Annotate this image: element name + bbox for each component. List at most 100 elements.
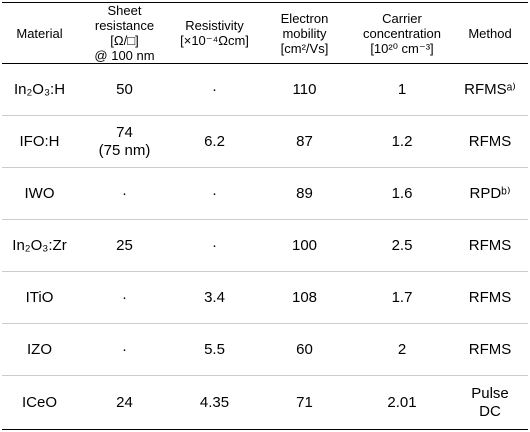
table-cell: 89 — [257, 167, 352, 220]
table-row: In₂O₃:H 50 · 110 1 RFMSᵃ⁾ — [2, 63, 528, 116]
table-cell: In₂O₃:H — [2, 63, 77, 116]
cell-line: 1.2 — [391, 132, 413, 150]
table-cell: · — [172, 219, 257, 272]
table-cell: 87 — [257, 115, 352, 168]
cell-line: · — [122, 288, 127, 306]
cell-line: 4.35 — [199, 393, 230, 411]
cell-line: 3.4 — [204, 288, 225, 306]
header-cell: Electron mobility [cm²/Vs] — [257, 2, 352, 64]
cell-line: · — [122, 340, 127, 358]
table-cell: RFMS — [452, 271, 528, 324]
cell-line: · — [212, 236, 217, 254]
table-cell: IZO — [2, 323, 77, 376]
cell-line: [10²⁰ cm⁻³] — [370, 40, 434, 56]
cell-line: 100 — [291, 236, 318, 254]
table-cell: 50 — [77, 63, 172, 116]
cell-line: · — [212, 184, 217, 202]
table-row: IWO · · 89 1.6 RPDᵇ⁾ — [2, 167, 528, 220]
cell-line: Resistivity — [185, 18, 244, 33]
cell-line: 2.01 — [387, 393, 417, 411]
cell-line: (75 nm) — [98, 141, 151, 159]
cell-line: resistance — [94, 18, 155, 33]
table-body: In₂O₃:H 50 · 110 1 RFMSᵃ⁾ IFO:H 74 (75 nm) 6.2 87 1… — [2, 63, 528, 430]
cell-line: IWO — [24, 184, 55, 202]
cell-line: ITiO — [25, 288, 54, 306]
cell-line: RFMS — [468, 132, 512, 150]
cell-line: In₂O₃:H — [13, 80, 66, 98]
cell-line: [Ω/□] — [110, 33, 139, 48]
cell-line: RFMS — [468, 340, 512, 358]
cell-line: Pulse — [471, 384, 509, 402]
table-cell: 6.2 — [172, 115, 257, 168]
table-cell: 110 — [257, 63, 352, 116]
table-cell: RFMSᵃ⁾ — [452, 63, 528, 116]
table-row: ITiO · 3.4 108 1.7 RFMS — [2, 271, 528, 324]
table-row: ICeO 24 4.35 71 2.01 Pulse DC — [2, 375, 528, 430]
cell-line: 110 — [292, 80, 317, 98]
cell-line: [cm²/Vs] — [280, 40, 329, 56]
table-cell: 5.5 — [172, 323, 257, 376]
cell-line: 1.7 — [391, 288, 413, 306]
cell-line: DC — [479, 402, 501, 420]
table-cell: RFMS — [452, 219, 528, 272]
cell-line: 1.6 — [391, 184, 413, 202]
cell-line: In₂O₃:Zr — [12, 236, 67, 254]
table-cell: 71 — [257, 375, 352, 430]
table-cell: ITiO — [2, 271, 77, 324]
cell-line: IZO — [27, 340, 52, 358]
table-cell: 24 — [77, 375, 172, 430]
cell-line: RFMS — [468, 288, 512, 306]
header-cell: Method — [452, 2, 528, 64]
cell-line: 74 — [116, 123, 133, 141]
cell-line: concentration — [362, 25, 442, 41]
header-cell: Resistivity [×10⁻⁴Ωcm] — [172, 2, 257, 64]
table-cell: 25 — [77, 219, 172, 272]
table-row: In₂O₃:Zr 25 · 100 2.5 RFMS — [2, 219, 528, 272]
cell-line: IFO:H — [19, 132, 60, 150]
cell-line: 87 — [296, 132, 313, 150]
table-cell: IFO:H — [2, 115, 77, 168]
cell-line: 6.2 — [204, 132, 225, 150]
cell-line: RPDᵇ⁾ — [469, 184, 511, 202]
table-cell: · — [172, 167, 257, 220]
header-row: Material Sheet resistance [Ω/□] @ 100 nm Resi… — [2, 2, 528, 64]
cell-line: 60 — [296, 340, 313, 358]
cell-line: · — [212, 80, 217, 98]
table-cell: 108 — [257, 271, 352, 324]
cell-line: 1 — [397, 80, 407, 98]
cell-line: [×10⁻⁴Ωcm] — [180, 33, 249, 48]
cell-line: 50 — [116, 80, 133, 98]
table-cell: 2 — [352, 323, 452, 376]
table-cell: 60 — [257, 323, 352, 376]
table-cell: 2.01 — [352, 375, 452, 430]
table-cell: 1 — [352, 63, 452, 116]
cell-line: 71 — [296, 393, 313, 411]
header-cell: Sheet resistance [Ω/□] @ 100 nm — [77, 2, 172, 64]
table-cell: 1.2 — [352, 115, 452, 168]
cell-line: @ 100 nm — [94, 48, 155, 63]
cell-line: · — [122, 184, 127, 202]
table-cell: 1.7 — [352, 271, 452, 324]
table-cell: · — [77, 271, 172, 324]
table-cell: ICeO — [2, 375, 77, 430]
table-cell: RPDᵇ⁾ — [452, 167, 528, 220]
cell-line: 89 — [296, 184, 313, 202]
table-cell: 74 (75 nm) — [77, 115, 172, 168]
table-cell: 4.35 — [172, 375, 257, 430]
table-cell: · — [172, 63, 257, 116]
table-row: IFO:H 74 (75 nm) 6.2 87 1.2 RFMS — [2, 115, 528, 168]
table-cell: RFMS — [452, 323, 528, 376]
cell-line: 2.5 — [391, 236, 413, 254]
cell-line: 2 — [397, 340, 407, 358]
table-cell: Pulse DC — [452, 375, 528, 430]
table-cell: 3.4 — [172, 271, 257, 324]
table-row: IZO · 5.5 60 2 RFMS — [2, 323, 528, 376]
table-cell: · — [77, 167, 172, 220]
cell-line: Material — [16, 25, 63, 41]
cell-line: 24 — [116, 393, 133, 411]
table-cell: 1.6 — [352, 167, 452, 220]
cell-line: 25 — [116, 236, 133, 254]
table-cell: IWO — [2, 167, 77, 220]
